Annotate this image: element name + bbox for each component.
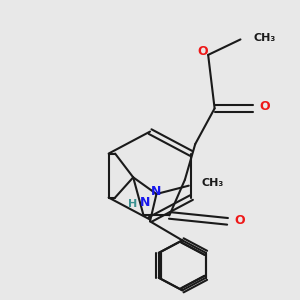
Text: CH₃: CH₃ (254, 33, 276, 43)
Text: H: H (128, 200, 137, 209)
Text: CH₃: CH₃ (202, 178, 224, 188)
Text: O: O (234, 214, 244, 226)
Text: O: O (198, 45, 208, 58)
Text: O: O (260, 100, 271, 112)
Text: N: N (151, 185, 162, 198)
Text: N: N (140, 196, 150, 209)
